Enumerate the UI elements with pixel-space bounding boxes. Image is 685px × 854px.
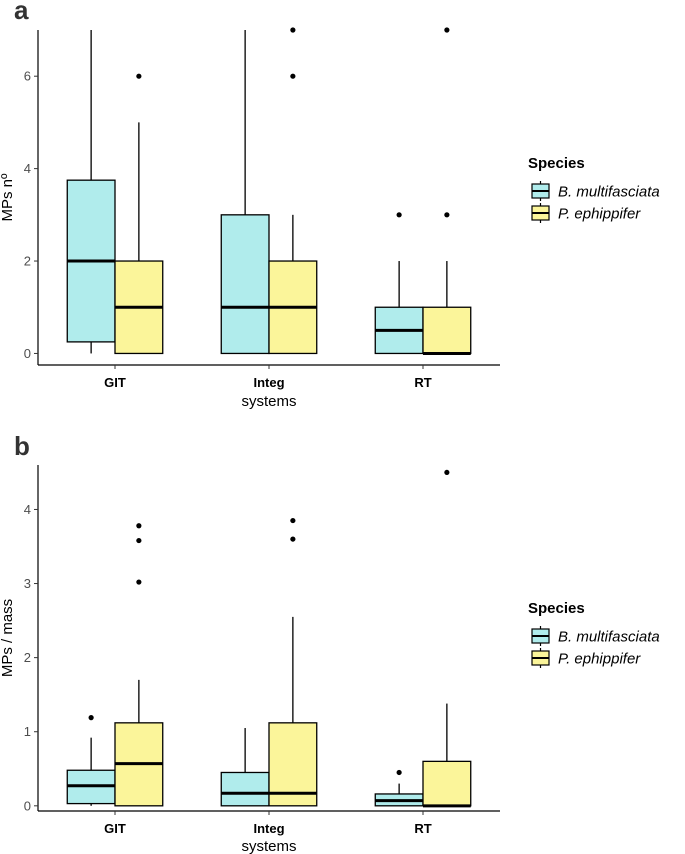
chart-panel-a: a 0 2 4 6 GIT Integ RT systems MPs nº Species B. mu…: [0, 0, 660, 410]
y-tick-label: 3: [24, 576, 31, 591]
legend: Species B. multifasciata P. ephippifer: [528, 600, 660, 668]
outlier-point: [88, 715, 94, 721]
box-rt-p-ephippifer: [422, 27, 472, 355]
box-rt-p-ephippifer: [422, 469, 472, 808]
legend-key-b-multifasciata: [531, 181, 550, 201]
y-tick-label: 0: [24, 346, 31, 361]
outlier-point: [396, 212, 402, 218]
y-tick-label: 2: [24, 650, 31, 665]
box-git-p-ephippifer: [114, 523, 164, 807]
legend: Species B. multifasciata P. ephippifer: [528, 155, 660, 223]
outlier-point: [290, 517, 296, 524]
iqr-box: [422, 760, 472, 807]
y-tick-label: 6: [24, 69, 31, 84]
outlier-point: [136, 523, 142, 529]
box-git-b-multifasciata: [66, 30, 116, 354]
x-tick-label: Integ: [253, 375, 284, 390]
x-tick-label: GIT: [104, 821, 126, 836]
x-tick-label: RT: [414, 375, 431, 390]
legend-title: Species: [528, 155, 585, 172]
y-tick-label: 2: [24, 254, 31, 269]
y-tick-label: 0: [24, 798, 31, 813]
outlier-point: [290, 27, 296, 33]
box-integ-b-multifasciata: [220, 728, 270, 807]
y-tick-label: 4: [24, 502, 31, 517]
legend-label: P. ephippifer: [558, 651, 641, 668]
outlier-point: [290, 73, 296, 79]
outlier-point: [444, 212, 450, 218]
box-rt-b-multifasciata: [374, 212, 424, 355]
panel-label: b: [14, 431, 30, 461]
y-tick-label: 1: [24, 724, 31, 739]
outlier-point: [290, 536, 296, 542]
box-git-b-multifasciata: [66, 715, 116, 806]
x-axis-title: systems: [241, 393, 296, 410]
x-axis-title: systems: [241, 838, 296, 854]
outlier-point: [136, 73, 142, 79]
iqr-box: [220, 214, 270, 355]
chart-panel-b: b 0 1 2 3 4 GIT Integ RT systems MPs / mass Species…: [0, 431, 660, 854]
x-tick-label: Integ: [253, 821, 284, 836]
legend-label: P. ephippifer: [558, 206, 641, 223]
legend-label: B. multifasciata: [558, 184, 660, 201]
iqr-box: [220, 771, 270, 807]
legend-key-p-ephippifer: [531, 203, 550, 223]
panel-label: a: [14, 0, 29, 25]
panels: a 0 2 4 6 GIT Integ RT systems MPs nº Species B. mu…: [0, 0, 660, 854]
legend-title: Species: [528, 600, 585, 617]
iqr-box: [422, 306, 472, 355]
legend-key-p-ephippifer: [531, 648, 550, 668]
x-tick-label: RT: [414, 821, 431, 836]
legend-key-b-multifasciata: [531, 626, 550, 646]
y-axis-title: MPs nº: [0, 173, 16, 222]
outlier-point: [396, 769, 402, 776]
y-tick-label: 4: [24, 161, 31, 176]
outlier-point: [444, 469, 450, 476]
box-rt-b-multifasciata: [374, 769, 424, 807]
legend-label: B. multifasciata: [558, 629, 660, 646]
outlier-point: [136, 579, 142, 585]
box-integ-p-ephippifer: [268, 517, 318, 807]
box-integ-p-ephippifer: [268, 27, 318, 355]
y-axis-title: MPs / mass: [0, 599, 16, 677]
box-integ-b-multifasciata: [220, 30, 270, 355]
box-git-p-ephippifer: [114, 73, 164, 355]
outlier-point: [444, 27, 450, 33]
outlier-point: [136, 537, 142, 544]
x-tick-label: GIT: [104, 375, 126, 390]
